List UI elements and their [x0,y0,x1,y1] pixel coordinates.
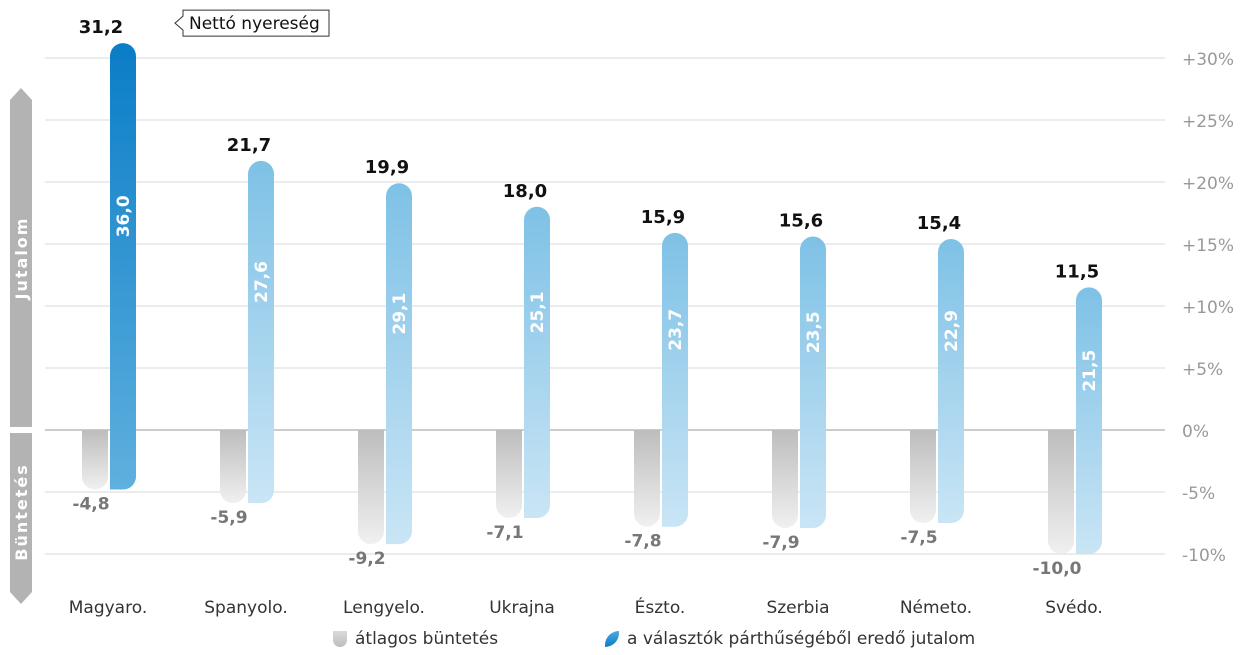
side-label-penalty: Büntetés [12,463,31,561]
penalty-value-label: -7,1 [486,523,523,543]
chart: +30% +25% +20% +15% +10% +5% 0% -5% -10% Jutalom… [10,9,1234,618]
reward-bar [1076,287,1102,554]
net-value-label: 15,4 [917,213,961,234]
callout-box [174,9,330,37]
legend-item-reward: a választók párthűségéből eredő jutalom [605,629,975,649]
reward-bar [524,206,550,519]
penalty-value-label: -4,8 [72,495,109,515]
penalty-bar [910,430,936,523]
reward-bar [248,160,274,504]
y-tick-label: 0% [1182,422,1209,442]
penalty-bar [358,430,384,545]
y-tick-label: -5% [1182,484,1215,504]
side-arrow-reward [10,88,32,427]
reward-value-label: 36,0 [114,195,134,237]
side-label-reward: Jutalom [12,217,31,301]
penalty-value-label: -7,9 [762,533,799,553]
legend-label-reward: a választók párthűségéből eredő jutalom [627,629,976,649]
reward-bar [938,239,964,523]
side-arrow-penalty [10,433,32,604]
x-tick-label: Németo. [900,598,972,618]
x-tick-label: Észto. [635,596,686,618]
penalty-bar [496,430,522,519]
legend: átlagos büntetés a választók párthűségéb… [0,625,1250,655]
reward-value-label: 21,5 [1080,350,1100,392]
reward-value-label: 23,7 [666,309,686,351]
callout-label: Nettó nyereség [189,14,320,34]
y-tick-label: +5% [1182,360,1223,380]
y-tick-label: -10% [1182,546,1226,566]
x-tick-label: Szerbia [766,598,829,618]
reward-bar [386,183,412,545]
side-label-arrows: Jutalom Büntetés [10,88,32,604]
net-value-label: 19,9 [365,157,409,178]
x-tick-label: Lengyelo. [343,598,425,618]
penalty-bar [220,430,246,504]
net-value-label: 11,5 [1055,261,1099,282]
grid-lines: +30% +25% +20% +15% +10% +5% 0% -5% -10% [45,50,1234,566]
reward-bar [800,236,826,528]
reward-bar [110,43,136,490]
legend-swatch-reward [605,631,619,647]
penalty-value-label: -7,8 [624,532,661,552]
net-value-label: 31,2 [79,17,123,38]
reward-value-label: 25,1 [528,291,548,333]
net-value-label: 21,7 [227,135,271,156]
legend-swatch-penalty [333,631,347,647]
net-value-label: 15,9 [641,207,685,228]
penalty-bar [1048,430,1074,554]
y-tick-label: +25% [1182,112,1234,132]
x-tick-label: Svédo. [1045,598,1103,618]
net-value-label: 18,0 [503,181,547,202]
y-tick-label: +10% [1182,298,1234,318]
x-tick-label: Magyaro. [69,598,147,618]
reward-value-label: 23,5 [804,311,824,353]
penalty-value-label: -10,0 [1033,559,1082,579]
penalty-bar [772,430,798,528]
penalty-value-label: -7,5 [900,528,937,548]
data-labels: 36,0 -4,8 31,2 Magyaro. 27,6 -5,9 21,7 Spanyolo… [69,9,1103,618]
penalty-value-label: -9,2 [348,549,385,569]
y-tick-label: +15% [1182,236,1234,256]
x-tick-label: Spanyolo. [204,598,287,618]
reward-value-label: 27,6 [252,261,272,303]
y-tick-label: +20% [1182,174,1234,194]
legend-item-penalty: átlagos büntetés [333,629,498,649]
reward-value-label: 22,9 [942,310,962,352]
y-tick-label: +30% [1182,50,1234,70]
bars [82,43,1102,554]
legend-label-penalty: átlagos büntetés [355,629,499,649]
net-value-label: 15,6 [779,211,823,232]
penalty-bar [82,430,108,490]
x-tick-label: Ukrajna [489,598,555,618]
reward-bar [662,232,688,527]
reward-value-label: 29,1 [390,293,410,335]
penalty-value-label: -5,9 [210,508,247,528]
penalty-bar [634,430,660,527]
